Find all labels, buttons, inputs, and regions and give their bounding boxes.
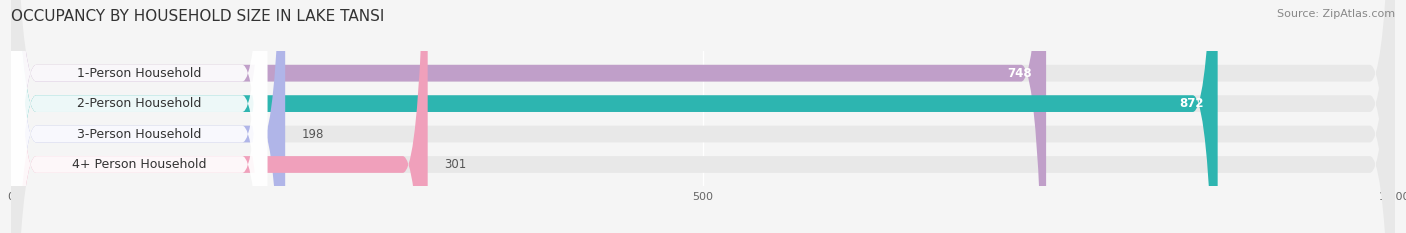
Text: 748: 748 <box>1008 67 1032 80</box>
FancyBboxPatch shape <box>11 0 1046 233</box>
Text: 301: 301 <box>444 158 467 171</box>
FancyBboxPatch shape <box>11 0 1395 233</box>
Text: 2-Person Household: 2-Person Household <box>77 97 201 110</box>
FancyBboxPatch shape <box>11 0 1395 233</box>
FancyBboxPatch shape <box>11 0 1395 233</box>
FancyBboxPatch shape <box>11 0 1218 233</box>
Text: 872: 872 <box>1180 97 1204 110</box>
FancyBboxPatch shape <box>11 0 267 233</box>
FancyBboxPatch shape <box>11 0 267 233</box>
Text: 198: 198 <box>302 127 325 140</box>
FancyBboxPatch shape <box>11 0 1395 233</box>
FancyBboxPatch shape <box>11 0 267 233</box>
Text: Source: ZipAtlas.com: Source: ZipAtlas.com <box>1277 9 1395 19</box>
Text: OCCUPANCY BY HOUSEHOLD SIZE IN LAKE TANSI: OCCUPANCY BY HOUSEHOLD SIZE IN LAKE TANS… <box>11 9 385 24</box>
Text: 4+ Person Household: 4+ Person Household <box>72 158 207 171</box>
FancyBboxPatch shape <box>11 0 267 233</box>
FancyBboxPatch shape <box>11 0 285 233</box>
FancyBboxPatch shape <box>11 0 427 233</box>
Text: 3-Person Household: 3-Person Household <box>77 127 201 140</box>
Text: 1-Person Household: 1-Person Household <box>77 67 201 80</box>
